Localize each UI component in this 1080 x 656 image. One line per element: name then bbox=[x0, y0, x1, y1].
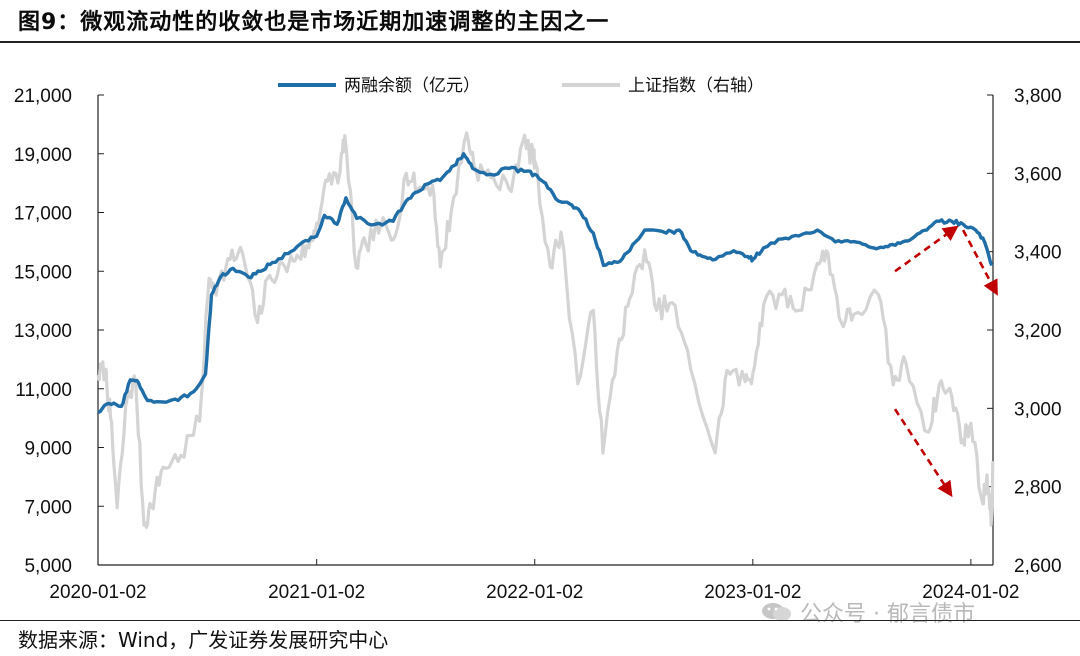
index-line bbox=[96, 131, 995, 529]
x-tick-label: 2024-01-02 bbox=[922, 582, 1019, 603]
trend-arrow bbox=[894, 225, 959, 273]
y-right-tick-label: 3,800 bbox=[1014, 86, 1062, 107]
index-series bbox=[96, 131, 995, 529]
y-right-tick-label: 3,200 bbox=[1014, 321, 1062, 342]
legend: 两融余额（亿元） 上证指数（右轴） bbox=[278, 76, 764, 96]
footer-divider bbox=[0, 620, 1080, 621]
legend-label-margin: 两融余额（亿元） bbox=[344, 76, 480, 96]
y-left-tick-label: 9,000 bbox=[24, 439, 72, 460]
page-title: 图9：微观流动性的收敛也是市场近期加速调整的主因之一 bbox=[18, 10, 610, 35]
y-right-tick-label: 2,600 bbox=[1014, 556, 1062, 577]
y-left-tick-label: 17,000 bbox=[14, 204, 72, 225]
x-tick-label: 2020-01-02 bbox=[49, 582, 146, 603]
margin-series bbox=[97, 152, 994, 414]
y-right-tick-label: 3,400 bbox=[1014, 243, 1062, 264]
x-tick-label: 2021-01-02 bbox=[268, 582, 365, 603]
legend-label-index: 上证指数（右轴） bbox=[628, 76, 764, 96]
y-left-tick-label: 19,000 bbox=[14, 145, 72, 166]
title-divider bbox=[0, 41, 1080, 43]
trend-arrow bbox=[893, 408, 953, 498]
y-left-tick-label: 5,000 bbox=[24, 556, 72, 577]
y-left-tick-label: 13,000 bbox=[14, 321, 72, 342]
source-note: 数据来源：Wind，广发证券发展研究中心 bbox=[18, 628, 389, 652]
chart-area: 5,000 7,000 9,000 11,000 13,000 15,000 17,000 1… bbox=[14, 76, 1062, 603]
y-left-tick-label: 21,000 bbox=[14, 86, 72, 107]
y-right-tick-label: 3,000 bbox=[1014, 399, 1062, 420]
y-left-tick-label: 7,000 bbox=[24, 497, 72, 518]
watermark: 公众号 · 郁言债市 bbox=[760, 596, 975, 628]
x-tick-label: 2022-01-02 bbox=[486, 582, 583, 603]
wechat-icon bbox=[762, 603, 791, 621]
margin-line bbox=[97, 152, 994, 414]
y-right-tick-label: 2,800 bbox=[1014, 478, 1062, 499]
y-right-tick-label: 3,600 bbox=[1014, 164, 1062, 185]
y-left-tick-label: 15,000 bbox=[14, 262, 72, 283]
x-tick-label: 2023-01-02 bbox=[704, 582, 801, 603]
trend-arrows bbox=[893, 225, 998, 498]
axes: 5,000 7,000 9,000 11,000 13,000 15,000 17,000 1… bbox=[14, 86, 1062, 603]
watermark-text: 公众号 · 郁言债市 bbox=[800, 602, 975, 627]
y-left-tick-label: 11,000 bbox=[15, 380, 72, 401]
